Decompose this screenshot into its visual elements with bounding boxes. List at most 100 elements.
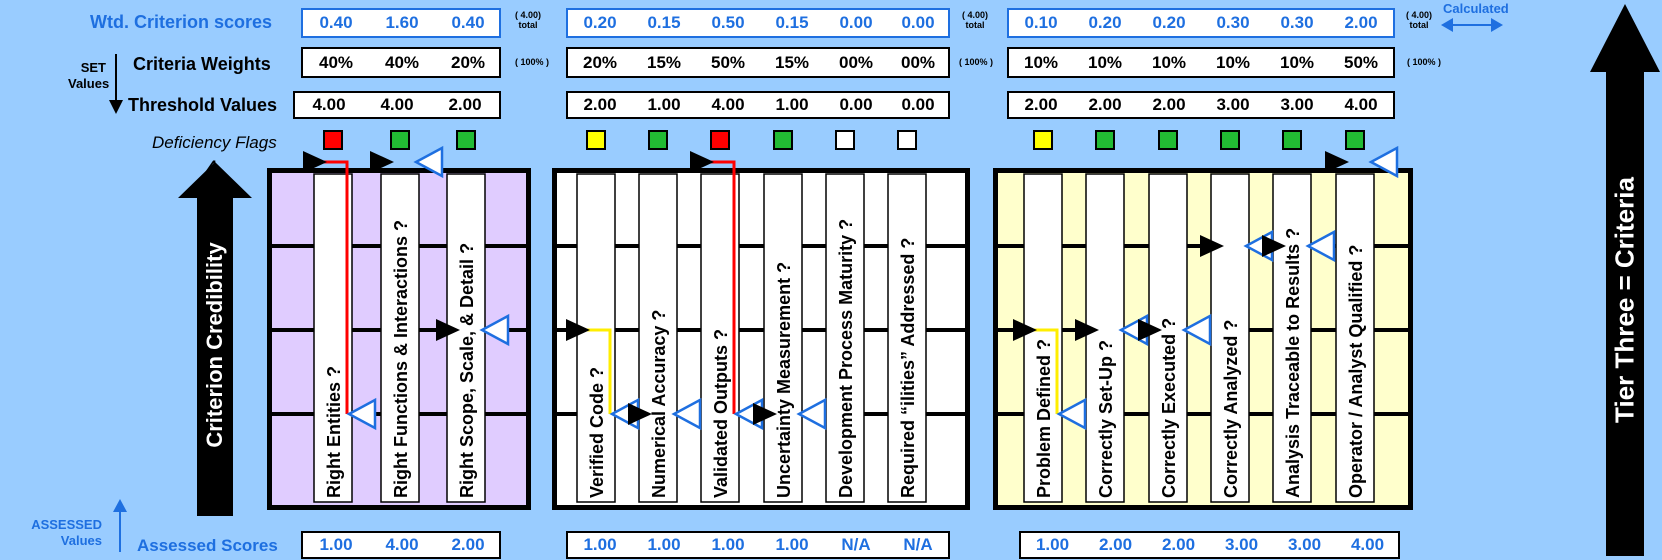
wtd-score: 0.00 [901,13,935,32]
deficiency-flag-green [1158,130,1178,150]
weight-value: 40% [318,52,354,72]
assessed-score: 4.00 [1350,535,1385,554]
weights-box-3: 10% 10% 10% 10% 10% 50% [1007,47,1395,78]
criteria-weights-label: Criteria Weights [133,54,271,74]
criterion-bar [1148,173,1188,503]
thresholds-box-2: 2.00 1.00 4.00 1.00 0.00 0.00 [566,91,950,119]
deficiency-flag-green [1345,130,1365,150]
assessed-score: 2.00 [1098,535,1133,554]
assessed-box-1: 1.00 4.00 2.00 [301,531,501,559]
threshold-marker [690,151,714,173]
threshold-value: 2.00 [583,95,617,114]
weight-value: 10% [1023,52,1059,72]
wtd-score: 0.30 [1280,13,1314,32]
criterion-label: Verified Code ? [587,367,607,498]
criterion-label: Right Entities ? [324,366,344,498]
assessed-marker [1305,229,1336,263]
set-values-label: SET Values [68,60,110,91]
wtd-score: 2.00 [1344,13,1378,32]
calculated-label: Calculated [1443,1,1509,16]
criterion-label: Required “ilities” Addressed ? [898,238,918,498]
weight-value: 50% [710,52,746,72]
weight-value: 15% [646,52,682,72]
criterion-label: Right Functions & Interactions ? [391,220,411,498]
pct-note: ( 100% ) [514,57,549,67]
threshold-value: 4.00 [380,95,414,114]
threshold-value: 1.00 [647,95,681,114]
threshold-value: 2.00 [1024,95,1058,114]
assessed-marker [671,397,702,431]
criterion-label: Correctly Executed ? [1159,318,1179,498]
criterion-label: Analysis Traceable to Results ? [1283,228,1303,498]
deficiency-flag-white [897,130,917,150]
deficiency-flag-green [1282,130,1302,150]
weight-value: 10% [1215,52,1251,72]
assessed-score: 2.00 [451,535,485,554]
assessed-score: 4.00 [385,535,419,554]
weight-value: 00% [900,52,936,72]
wtd-score: 1.60 [385,13,419,32]
criterion-label: Operator / Analyst Qualified ? [1346,245,1366,498]
assessed-values-label: ASSESSED Values [31,517,102,548]
criterion-bar [1335,173,1375,503]
wtd-scores-box-3: 0.10 0.20 0.20 0.30 0.30 2.00 [1007,8,1395,38]
threshold-value: 4.00 [312,95,346,114]
assessed-score: 1.00 [711,535,745,554]
criterion-label: Development Process Maturity ? [836,219,856,498]
threshold-values-label: Threshold Values [128,95,278,115]
threshold-value: 3.00 [1280,95,1314,114]
criterion-bar [446,173,486,503]
total-note: ( 4.00) total [1405,10,1432,30]
threshold-value: 2.00 [448,95,482,114]
deficiency-flag-green [1095,130,1115,150]
assessed-scores-label: Assessed Scores [137,536,278,555]
criterion-bar [1085,173,1125,503]
assessed-score: 1.00 [1035,535,1070,554]
criterion-bar [763,173,803,503]
deficiency-flag-green [456,130,476,150]
weight-value: 20% [450,52,486,72]
threshold-marker [1075,319,1099,341]
wtd-scores-box-2: 0.20 0.15 0.50 0.15 0.00 0.00 [566,8,950,38]
assessed-score: 3.00 [1224,535,1259,554]
threshold-marker [303,151,327,173]
tier-arrow [1590,4,1660,556]
threshold-value: 4.00 [711,95,745,114]
deficiency-flag-green [1220,130,1240,150]
threshold-marker [1013,319,1037,341]
wtd-score: 0.40 [451,13,485,32]
set-values-arrow [109,54,123,114]
pct-note: ( 100% ) [1406,57,1441,67]
threshold-marker [1200,235,1224,257]
assessed-marker [1368,145,1399,179]
threshold-marker [1138,319,1162,341]
weight-value: 15% [774,52,810,72]
wtd-score: 0.20 [1088,13,1122,32]
criterion-bar [1210,173,1250,503]
assessed-marker [413,145,444,179]
assessed-marker [346,397,377,431]
weights-box-2: 20% 15% 50% 15% 00% 00% [566,47,950,78]
deficiency-flags-label: Deficiency Flags [152,133,277,152]
weight-value: 10% [1279,52,1315,72]
deficiency-flag-green [390,130,410,150]
assessed-box-3: 1.00 2.00 2.00 3.00 3.00 4.00 [1019,531,1400,559]
threshold-value: 3.00 [1216,95,1250,114]
threshold-value: 4.00 [1344,95,1378,114]
threshold-value: 0.00 [901,95,935,114]
threshold-marker [628,403,652,425]
assessed-values-arrow [113,499,127,552]
assessed-score: 1.00 [775,535,809,554]
criterion-label: Uncertainty Measurement ? [774,262,794,498]
assessed-score: N/A [903,535,933,554]
assessed-marker [479,313,510,347]
thresholds-box-1: 4.00 4.00 2.00 [293,91,501,119]
weight-value: 10% [1087,52,1123,72]
threshold-marker [753,403,777,425]
criterion-label: Numerical Accuracy ? [649,310,669,498]
criterion-bar [825,173,865,503]
criterion-bar [638,173,678,503]
deficiency-flag-green [648,130,668,150]
pct-note: ( 100% ) [958,57,993,67]
deficiency-flag-yellow [1033,130,1053,150]
